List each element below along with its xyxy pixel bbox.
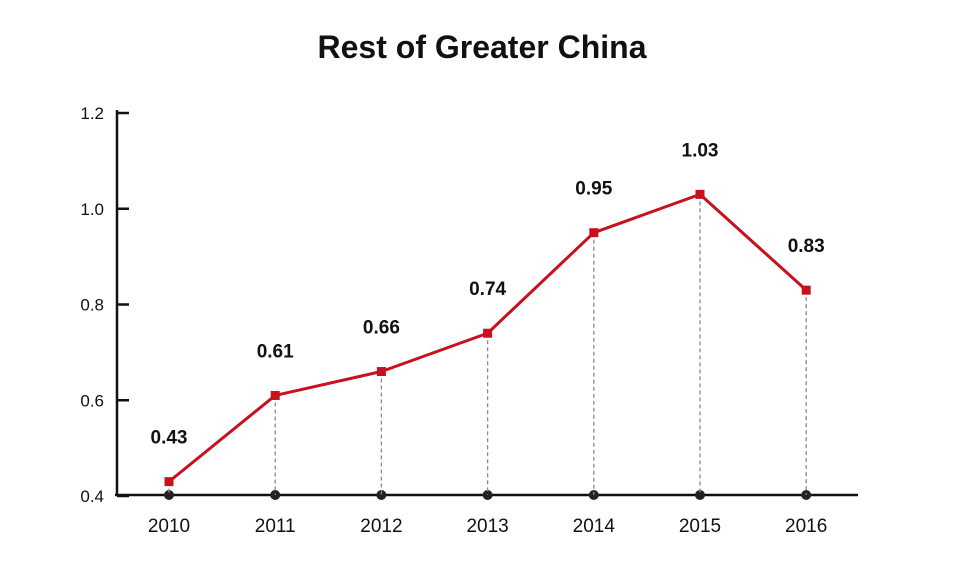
y-axis: 0.4 0.6 0.8 1.0 1.2	[80, 104, 129, 506]
x-axis-dot	[695, 490, 705, 500]
x-axis-dot	[164, 490, 174, 500]
y-tick-label: 1.2	[80, 104, 104, 123]
data-point-marker	[376, 367, 386, 377]
series-line	[164, 189, 811, 487]
drop-lines	[168, 194, 807, 495]
data-label: 1.03	[682, 140, 719, 161]
data-point-marker	[589, 228, 599, 238]
x-tick-label: 2011	[255, 516, 296, 537]
x-tick-label: 2014	[573, 516, 616, 537]
chart-title: Rest of Greater China	[318, 29, 647, 65]
data-point-marker	[164, 477, 174, 487]
data-point-marker	[801, 285, 811, 295]
data-point-marker	[483, 328, 493, 338]
data-label: 0.83	[788, 236, 825, 257]
x-tick-label: 2012	[360, 516, 402, 537]
x-axis-dot	[376, 490, 387, 500]
data-label: 0.61	[257, 341, 294, 362]
x-axis: 2010 2011 2012 2013 2014 2015 2016	[115, 490, 858, 537]
x-tick-label: 2016	[785, 516, 827, 537]
y-tick-label: 0.6	[80, 391, 104, 410]
x-tick-label: 2013	[466, 516, 508, 537]
x-tick-label: 2015	[679, 516, 721, 537]
data-label: 0.74	[469, 279, 506, 300]
data-point-marker	[270, 390, 280, 400]
data-point-marker	[695, 189, 705, 199]
y-tick-label: 1.0	[80, 200, 104, 219]
data-label: 0.66	[363, 318, 400, 339]
data-labels: 0.43 0.61 0.66 0.74 0.95 1.03 0.83	[151, 140, 825, 448]
data-label: 0.95	[575, 179, 612, 200]
data-label: 0.43	[151, 428, 188, 449]
y-tick-label: 0.8	[80, 296, 104, 315]
x-tick-label: 2010	[148, 516, 190, 537]
y-tick-label: 0.4	[80, 487, 104, 506]
